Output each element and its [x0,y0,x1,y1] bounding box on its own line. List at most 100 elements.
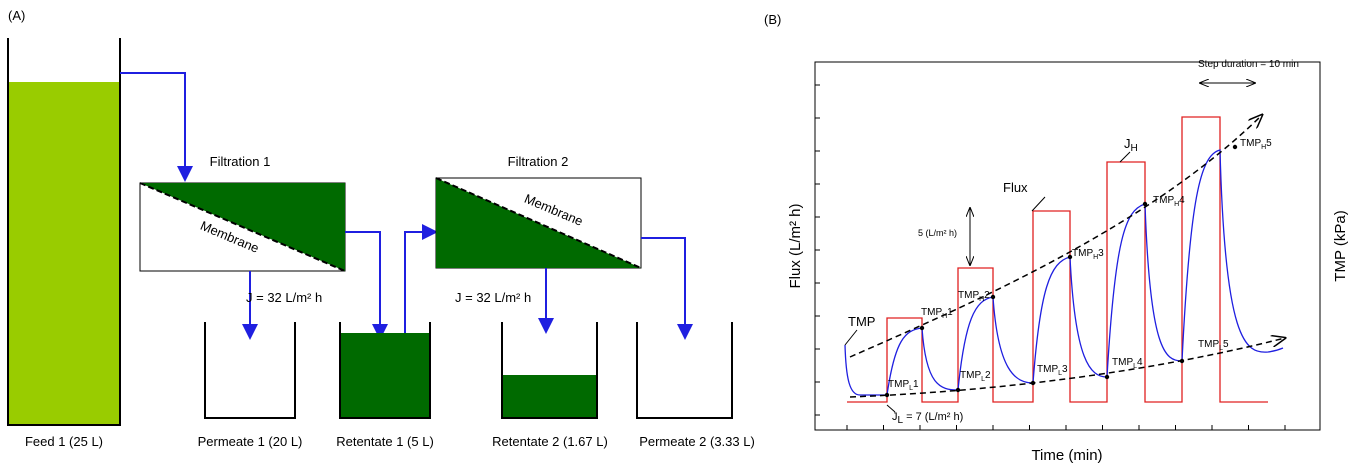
label-part: TMP [1072,248,1093,259]
leader [886,404,896,413]
tmp-label: TMPL4 [1112,357,1143,370]
flow-arrow [120,72,193,182]
flow-arrow [345,231,388,340]
label-part: 5 [1266,138,1272,149]
tmp-label: TMPH2 [958,290,990,303]
annotation: 5 (L/m² h) [918,228,957,238]
leader [1031,196,1046,212]
label-part: = 7 (L/m² h) [903,411,963,423]
flux-steps [847,116,1268,403]
label-part: H [1131,143,1138,154]
point [990,294,996,300]
tmp-label: TMPL5 [1198,339,1229,352]
vessel [501,322,598,419]
label-part: 2 [985,370,991,381]
point [1030,380,1036,386]
label-part: 4 [1179,195,1185,206]
panel-label: (B) [764,12,781,27]
filtration-title: Filtration 2 [508,154,569,169]
label-part: TMP [1112,357,1133,368]
feed-tank [7,38,121,426]
label-part: H [1261,144,1266,151]
vessel-liquid [502,375,597,418]
label-part: L [981,376,985,383]
tmp-label: TMPH4 [1153,195,1185,208]
annotation: TMP [848,314,875,329]
tmp-labels: TMPH1TMPH2TMPH3TMPH4TMPH5TMPL1TMPL2TMPL3… [884,138,1272,398]
label-part: 1 [913,379,919,390]
y2-axis-label: TMP (kPa) [1332,210,1349,281]
vessel [204,322,296,419]
trend-high [849,115,1262,358]
flux-label: J = 32 L/m² h [455,290,531,305]
ticks [815,84,1286,430]
label-part: TMP [921,307,942,318]
point [1067,254,1073,260]
label-part: TMP [888,379,909,390]
tmp-label: TMPH1 [921,307,953,320]
annotation: Flux [1003,180,1028,195]
tmp-label: TMPH5 [1240,138,1272,151]
x-axis-label: Time (min) [1031,447,1102,464]
tmp-label: TMPL2 [960,370,991,383]
tmp-label: TMPL3 [1037,364,1068,377]
annotation: JL = 7 (L/m² h) [892,411,963,426]
y-axis-label: Flux (L/m² h) [787,203,804,288]
tmp-label: TMPL1 [888,379,919,392]
feed-liquid [8,82,120,425]
label-part: TMP [1240,138,1261,149]
label-part: TMP [958,290,979,301]
label-part: H [1174,201,1179,208]
point [1142,201,1148,207]
label-part: H [1093,254,1098,261]
flow-arrow [404,224,438,333]
label-part: L [1133,363,1137,370]
plot-frame [814,61,1321,431]
label-part: 3 [1098,248,1104,259]
label-part: L [909,385,913,392]
label-part: L [1058,370,1062,377]
panel-label: (A) [8,8,25,23]
vessel-label: Permeate 2 (3.33 L) [639,434,755,449]
point [955,387,961,393]
point [1179,358,1185,364]
vessel-label: Retentate 2 (1.67 L) [492,434,608,449]
annotation: JH [1124,136,1138,154]
leader [844,329,858,346]
vessel [339,322,431,419]
label-part: J [1124,136,1131,151]
label-part: H [979,296,984,303]
membrane [435,177,642,269]
label-part: 1 [947,307,953,318]
membrane [139,182,346,272]
vessel-label: Retentate 1 (5 L) [336,434,434,449]
label-part: J [892,411,898,423]
tmp-label: TMPH3 [1072,248,1104,261]
vessel [636,322,733,419]
label-part: TMP [960,370,981,381]
flux-label: J = 32 L/m² h [246,290,322,305]
trend-low [849,338,1285,398]
vessel-label: Permeate 1 (20 L) [198,434,303,449]
label-part: TMP [1198,339,1219,350]
label-part: 2 [984,290,990,301]
label-part: L [898,415,904,426]
label-part: H [942,313,947,320]
label-part: 3 [1062,364,1068,375]
label-part: L [1219,345,1223,352]
label-part: 5 [1223,339,1229,350]
annotation: Step duration = 10 min [1198,59,1299,70]
vessel-label: Feed 1 (25 L) [25,434,103,449]
filtration-title: Filtration 1 [210,154,271,169]
label-part: 4 [1137,357,1143,368]
leader [1119,151,1131,163]
label-part: TMP [1037,364,1058,375]
point [919,325,925,331]
flow-arrow [641,237,693,340]
tmp-curve [844,149,1284,396]
point [1104,374,1110,380]
point [1232,144,1238,150]
point [884,392,890,398]
